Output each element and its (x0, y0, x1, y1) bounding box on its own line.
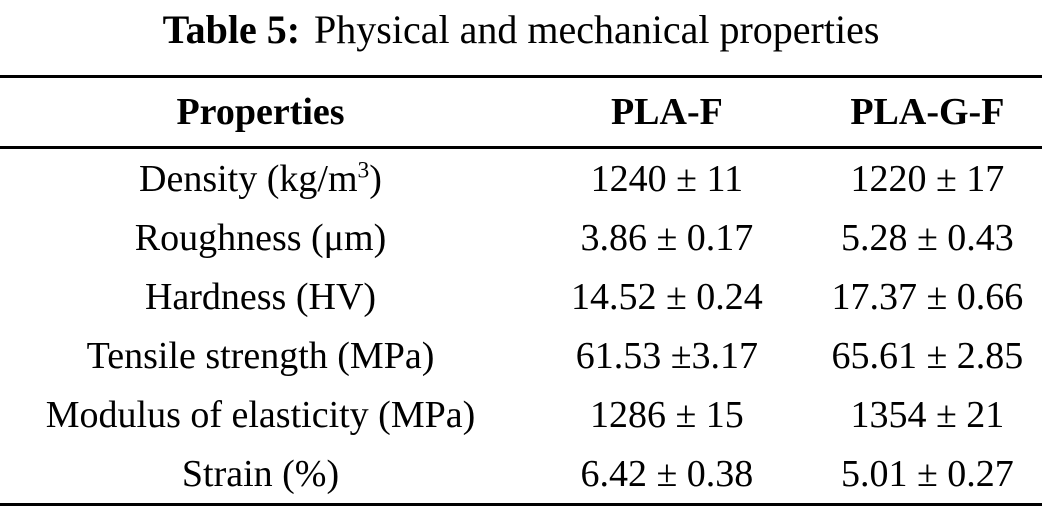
property-label: Hardness (HV) (144, 275, 377, 318)
table-caption-text: Physical and mechanical properties (314, 7, 880, 52)
property-label: Density (kg/m (139, 157, 358, 200)
table-header-row: Properties PLA-F PLA-G-F (0, 76, 1042, 149)
column-header-properties: Properties (0, 76, 521, 149)
table-row-density: Density (kg/m3) 1240 ± 11 1220 ± 17 (0, 148, 1042, 209)
property-label: Strain (%) (181, 452, 340, 495)
value-cell-pla-f: 1240 ± 11 (590, 157, 744, 200)
table-row-tensile-strength: Tensile strength (MPa) 61.53 ±3.17 65.61… (0, 326, 1042, 385)
property-label: Tensile strength (MPa) (86, 334, 435, 377)
value-cell-pla-g-f: 1220 ± 17 (850, 157, 1005, 200)
table-caption: Table 5: Physical and mechanical properti… (0, 0, 1042, 55)
value-cell-pla-f: 6.42 ± 0.38 (580, 452, 754, 495)
value-cell-pla-f: 61.53 ±3.17 (575, 334, 759, 377)
property-cell: Strain (%) (0, 444, 521, 505)
value-cell-pla-f: 14.52 ± 0.24 (570, 275, 763, 318)
value-cell-pla-f: 1286 ± 15 (589, 393, 744, 436)
property-cell: Hardness (HV) (0, 267, 521, 326)
property-cell: Roughness (μm) (0, 208, 521, 267)
value-cell-pla-g-f: 17.37 ± 0.66 (831, 275, 1024, 318)
property-label: Modulus of elasticity (MPa) (45, 393, 476, 436)
value-cell-pla-g-f: 5.01 ± 0.27 (840, 452, 1014, 495)
table-row-roughness: Roughness (μm) 3.86 ± 0.17 5.28 ± 0.43 (0, 208, 1042, 267)
column-header-pla-f: PLA-F (521, 76, 813, 149)
property-cell: Tensile strength (MPa) (0, 326, 521, 385)
table-row-strain: Strain (%) 6.42 ± 0.38 5.01 ± 0.27 (0, 444, 1042, 505)
value-cell-pla-f: 3.86 ± 0.17 (580, 216, 754, 259)
property-label-suffix: ) (369, 157, 382, 200)
property-superscript: 3 (357, 156, 370, 183)
value-cell-pla-g-f: 1354 ± 21 (850, 393, 1005, 436)
table-caption-label: Table 5: (162, 7, 301, 52)
column-header-pla-g-f: PLA-G-F (812, 76, 1042, 149)
table-row-modulus-of-elasticity: Modulus of elasticity (MPa) 1286 ± 15 13… (0, 385, 1042, 444)
value-cell-pla-g-f: 5.28 ± 0.43 (840, 216, 1014, 259)
property-cell: Modulus of elasticity (MPa) (0, 385, 521, 444)
table-row-hardness: Hardness (HV) 14.52 ± 0.24 17.37 ± 0.66 (0, 267, 1042, 326)
paper-table-figure: Table 5: Physical and mechanical properti… (0, 0, 1042, 506)
value-cell-pla-g-f: 65.61 ± 2.85 (831, 334, 1024, 377)
properties-table: Properties PLA-F PLA-G-F Density (kg/m3)… (0, 75, 1042, 506)
property-cell: Density (kg/m3) (0, 148, 521, 209)
property-label: Roughness (μm) (134, 216, 387, 259)
